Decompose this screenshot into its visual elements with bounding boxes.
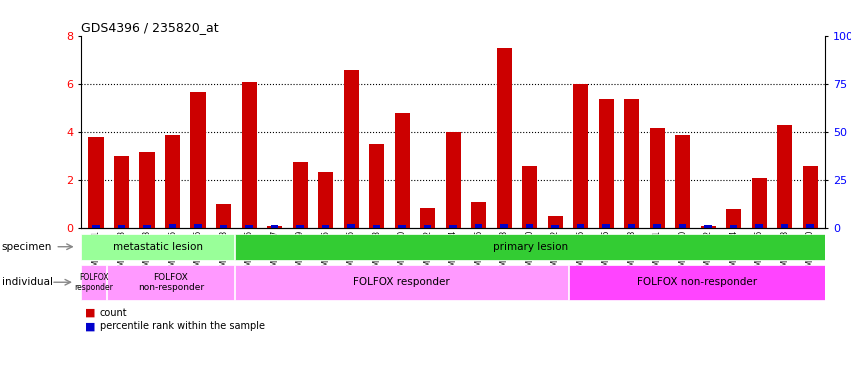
Bar [420, 208, 436, 228]
Text: ■: ■ [85, 321, 95, 331]
Bar [449, 225, 457, 228]
Bar [271, 225, 278, 228]
Bar [165, 135, 180, 228]
Text: metastatic lesion: metastatic lesion [113, 242, 203, 252]
Bar [649, 127, 665, 228]
Text: GDS4396 / 235820_at: GDS4396 / 235820_at [81, 21, 219, 34]
Bar [802, 166, 818, 228]
Bar [751, 178, 767, 228]
Bar [191, 92, 206, 228]
Bar [318, 172, 334, 228]
Bar [242, 82, 257, 228]
Bar [322, 225, 329, 228]
Bar [471, 202, 486, 228]
Bar [496, 48, 511, 228]
Text: individual: individual [2, 277, 53, 287]
Bar [293, 162, 308, 228]
Text: FOLFOX responder: FOLFOX responder [353, 277, 450, 287]
Bar [569, 265, 825, 300]
Bar [756, 224, 763, 228]
Bar [654, 224, 661, 228]
Bar [168, 223, 176, 228]
Text: count: count [100, 308, 127, 318]
Text: specimen: specimen [2, 242, 52, 252]
Bar [603, 223, 610, 228]
Text: percentile rank within the sample: percentile rank within the sample [100, 321, 265, 331]
Bar [236, 265, 568, 300]
Bar [245, 225, 253, 228]
Bar [236, 234, 825, 260]
Bar [117, 225, 125, 228]
Bar [551, 225, 559, 228]
Bar [220, 225, 227, 228]
Bar [140, 152, 155, 228]
Text: FOLFOX
non-responder: FOLFOX non-responder [138, 273, 203, 292]
Bar [475, 224, 483, 228]
Bar [194, 223, 202, 228]
Bar [700, 226, 716, 228]
Bar [500, 223, 508, 228]
Bar [446, 132, 460, 228]
Bar [679, 224, 687, 228]
Bar [373, 225, 380, 228]
Bar [347, 224, 355, 228]
Bar [92, 225, 100, 228]
Text: FOLFOX non-responder: FOLFOX non-responder [637, 277, 757, 287]
Bar [296, 225, 304, 228]
Bar [267, 226, 283, 228]
Bar [216, 204, 231, 228]
Bar [705, 225, 712, 228]
Bar [547, 217, 563, 228]
Bar [424, 225, 431, 228]
Bar [344, 70, 359, 228]
Bar [781, 224, 789, 228]
Bar [89, 137, 104, 228]
Bar [628, 223, 636, 228]
Bar [598, 99, 614, 228]
Bar [143, 225, 151, 228]
Bar [807, 224, 814, 228]
Bar [573, 84, 588, 228]
Bar [398, 225, 406, 228]
Text: FOLFOX
responder: FOLFOX responder [74, 273, 113, 292]
Text: ■: ■ [85, 308, 95, 318]
Text: primary lesion: primary lesion [493, 242, 568, 252]
Bar [82, 265, 106, 300]
Bar [526, 224, 534, 228]
Bar [114, 157, 129, 228]
Bar [522, 166, 537, 228]
Bar [730, 225, 738, 228]
Bar [624, 99, 639, 228]
Bar [675, 135, 690, 228]
Bar [577, 223, 585, 228]
Bar [82, 234, 234, 260]
Bar [726, 209, 741, 228]
Bar [369, 144, 385, 228]
Bar [777, 125, 792, 228]
Bar [395, 113, 410, 228]
Bar [107, 265, 234, 300]
